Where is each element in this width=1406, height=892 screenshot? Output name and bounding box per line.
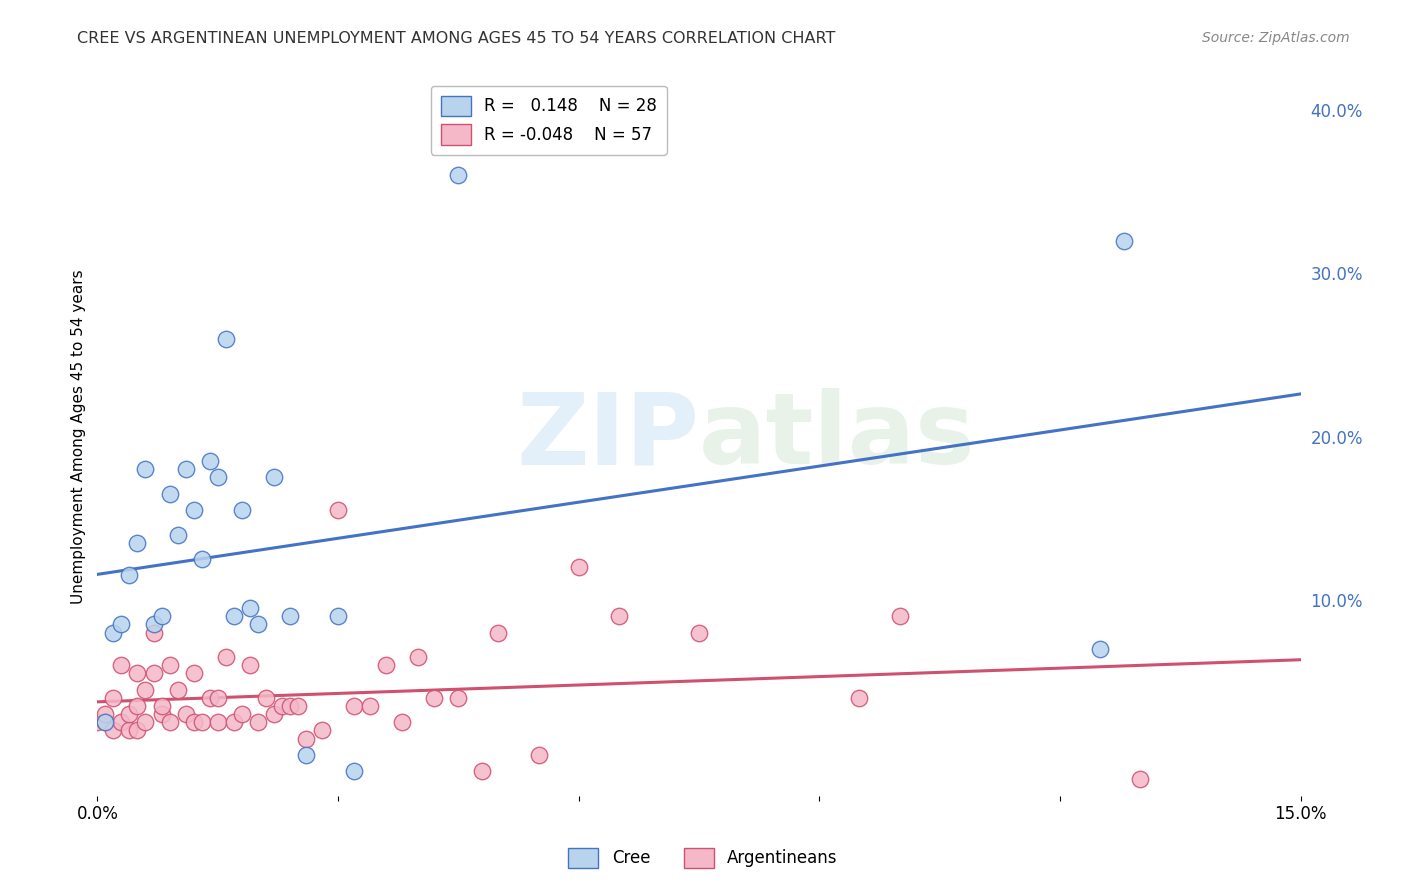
Point (150, 707, 173, 722)
Point (287, 698, 309, 713)
Point (231, 707, 253, 722)
Point (142, 666, 165, 681)
Text: atlas: atlas (699, 388, 976, 485)
Point (254, 690, 277, 705)
Point (447, 690, 470, 705)
Point (198, 690, 221, 705)
Point (848, 690, 870, 705)
Point (688, 625, 710, 640)
Point (183, 715, 205, 730)
Point (488, 625, 510, 640)
Point (215, 650, 238, 665)
Legend: R =   0.148    N = 28, R = -0.048    N = 57: R = 0.148 N = 28, R = -0.048 N = 57 (430, 86, 666, 155)
Point (183, 503, 205, 517)
Point (110, 658, 132, 673)
Point (326, 503, 349, 517)
Point (231, 503, 253, 517)
Point (246, 617, 269, 632)
Point (343, 698, 366, 713)
Point (1088, 641, 1111, 656)
Point (166, 527, 188, 541)
Point (359, 698, 381, 713)
Point (295, 731, 318, 746)
Point (142, 625, 165, 640)
Point (190, 552, 212, 566)
Point (86, 715, 108, 730)
Point (222, 715, 245, 730)
Point (239, 658, 262, 673)
Point (103, 723, 125, 738)
Point (134, 462, 156, 476)
Point (134, 682, 156, 697)
Point (118, 568, 141, 582)
Point (142, 617, 165, 632)
Point (343, 764, 366, 779)
Point (1129, 772, 1152, 787)
Point (295, 747, 318, 762)
Point (207, 690, 229, 705)
Point (447, 169, 470, 183)
Point (239, 601, 262, 615)
Point (326, 609, 349, 624)
Point (174, 707, 197, 722)
Point (607, 609, 630, 624)
Point (568, 560, 591, 574)
Point (406, 650, 429, 665)
Y-axis label: Unemployment Among Ages 45 to 54 years: Unemployment Among Ages 45 to 54 years (72, 269, 86, 604)
Point (190, 715, 212, 730)
Point (263, 707, 285, 722)
Point (278, 698, 301, 713)
Text: CREE VS ARGENTINEAN UNEMPLOYMENT AMONG AGES 45 TO 54 YEARS CORRELATION CHART: CREE VS ARGENTINEAN UNEMPLOYMENT AMONG A… (77, 31, 835, 46)
Point (159, 487, 181, 501)
Point (215, 332, 238, 346)
Point (527, 747, 550, 762)
Point (127, 666, 149, 681)
Point (118, 723, 141, 738)
Point (159, 658, 181, 673)
Point (889, 609, 911, 624)
Point (183, 666, 205, 681)
Point (94, 707, 117, 722)
Point (166, 682, 188, 697)
Point (207, 470, 229, 484)
Point (471, 764, 494, 779)
Point (159, 715, 181, 730)
Point (198, 454, 221, 468)
Text: ZIP: ZIP (516, 388, 699, 485)
Point (127, 698, 149, 713)
Point (103, 690, 125, 705)
Point (127, 535, 149, 549)
Point (127, 723, 149, 738)
Point (110, 617, 132, 632)
Point (94, 715, 117, 730)
Point (311, 723, 333, 738)
Point (222, 609, 245, 624)
Point (94, 715, 117, 730)
Point (375, 658, 398, 673)
Point (423, 690, 446, 705)
Point (246, 715, 269, 730)
Point (278, 609, 301, 624)
Point (134, 715, 156, 730)
Point (103, 625, 125, 640)
Point (174, 462, 197, 476)
Point (150, 698, 173, 713)
Point (207, 715, 229, 730)
Point (270, 698, 292, 713)
Legend: Cree, Argentineans: Cree, Argentineans (562, 841, 844, 875)
Point (263, 470, 285, 484)
Point (118, 707, 141, 722)
Point (391, 715, 413, 730)
Point (110, 715, 132, 730)
Text: Source: ZipAtlas.com: Source: ZipAtlas.com (1202, 31, 1350, 45)
Point (1114, 234, 1136, 248)
Point (150, 609, 173, 624)
